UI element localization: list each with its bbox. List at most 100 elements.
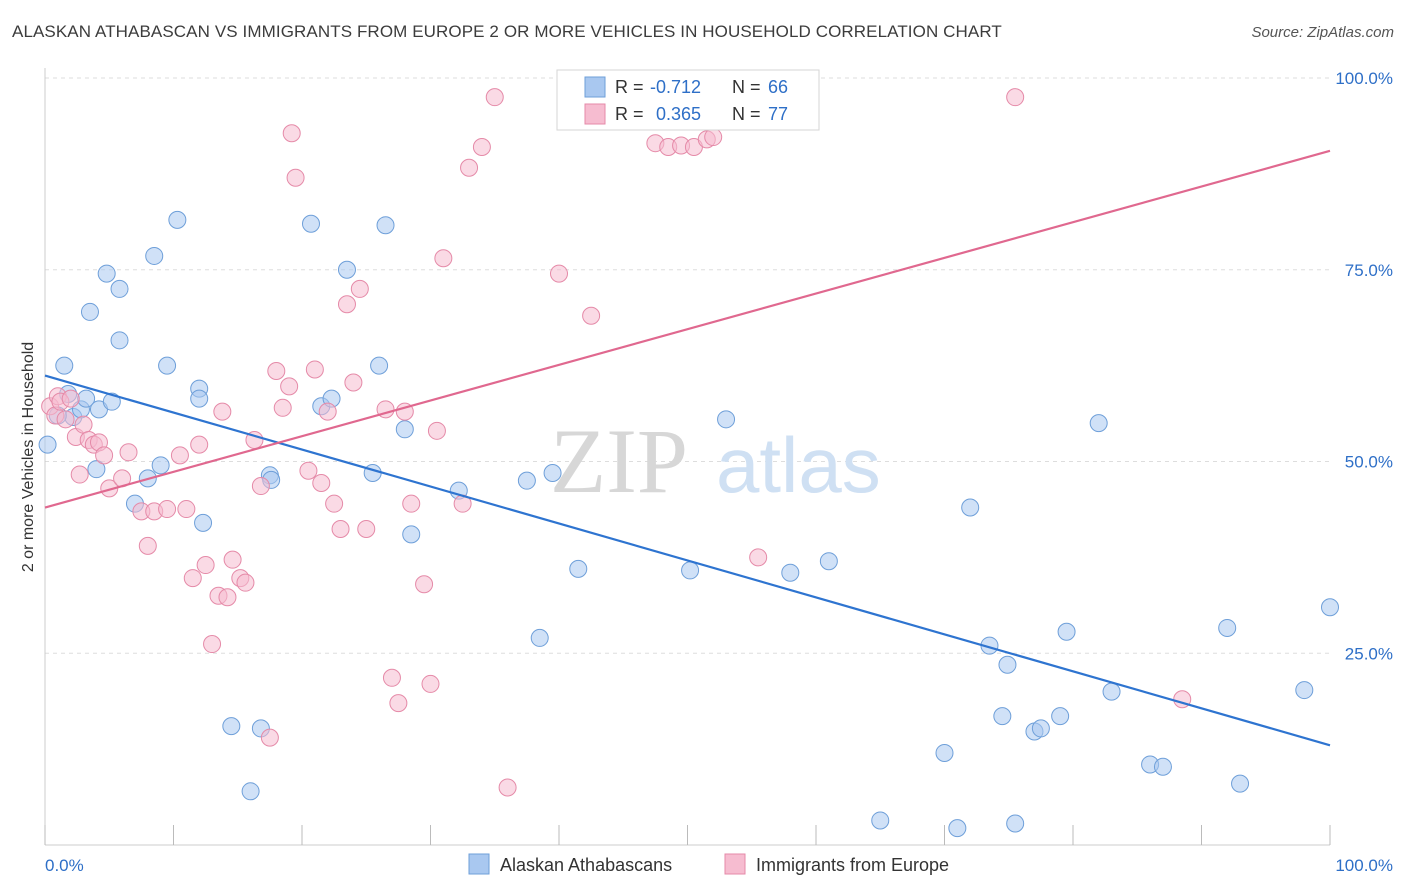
chart-title: ALASKAN ATHABASCAN VS IMMIGRANTS FROM EU… <box>12 22 1002 41</box>
point-immigrants-from-europe <box>119 443 138 462</box>
point-immigrants-from-europe <box>331 519 350 538</box>
point-alaskan-athabascans <box>993 707 1012 726</box>
y-tick-label: 75.0% <box>1345 261 1393 280</box>
point-alaskan-athabascans <box>530 628 549 647</box>
point-immigrants-from-europe <box>337 295 356 314</box>
point-alaskan-athabascans <box>961 498 980 517</box>
point-alaskan-athabascans <box>781 563 800 582</box>
point-immigrants-from-europe <box>299 461 318 480</box>
point-immigrants-from-europe <box>213 402 232 421</box>
point-alaskan-athabascans <box>871 811 890 830</box>
point-immigrants-from-europe <box>74 415 93 434</box>
point-immigrants-from-europe <box>138 536 157 555</box>
point-immigrants-from-europe <box>344 373 363 392</box>
point-immigrants-from-europe <box>203 635 222 654</box>
point-alaskan-athabascans <box>1321 598 1339 617</box>
point-immigrants-from-europe <box>382 668 401 687</box>
point-alaskan-athabascans <box>158 356 177 375</box>
point-alaskan-athabascans <box>222 717 241 736</box>
point-alaskan-athabascans <box>1057 622 1076 641</box>
point-immigrants-from-europe <box>282 124 301 143</box>
point-alaskan-athabascans <box>1218 618 1237 637</box>
point-alaskan-athabascans <box>1295 681 1314 700</box>
point-immigrants-from-europe <box>415 575 434 594</box>
point-immigrants-from-europe <box>460 158 479 177</box>
stats-n-value-blue: 66 <box>768 77 788 97</box>
point-immigrants-from-europe <box>61 389 80 408</box>
point-alaskan-athabascans <box>370 356 389 375</box>
point-immigrants-from-europe <box>70 465 89 484</box>
stats-r-label-blue: R = <box>615 77 644 97</box>
point-alaskan-athabascans <box>55 356 74 375</box>
point-alaskan-athabascans <box>1231 774 1250 793</box>
point-immigrants-from-europe <box>305 360 324 379</box>
point-alaskan-athabascans <box>80 302 99 321</box>
y-tick-labels: 25.0% 50.0% 75.0% 100.0% <box>1335 69 1393 663</box>
point-immigrants-from-europe <box>280 377 299 396</box>
stats-legend-blue-swatch <box>584 76 606 98</box>
point-immigrants-from-europe <box>56 410 75 429</box>
point-immigrants-from-europe <box>251 477 270 496</box>
point-alaskan-athabascans <box>935 743 954 762</box>
point-immigrants-from-europe <box>402 494 421 513</box>
legend-blue-swatch <box>468 853 490 875</box>
legend-label-immigrants-from-europe: Immigrants from Europe <box>756 855 949 875</box>
point-immigrants-from-europe <box>389 694 408 713</box>
point-alaskan-athabascans <box>569 559 588 578</box>
point-immigrants-from-europe <box>312 473 331 492</box>
point-immigrants-from-europe <box>273 398 292 417</box>
point-immigrants-from-europe <box>1006 88 1025 107</box>
point-immigrants-from-europe <box>190 435 209 454</box>
point-alaskan-athabascans <box>168 210 187 229</box>
stats-n-label-blue: N = <box>732 77 761 97</box>
point-alaskan-athabascans <box>517 471 536 490</box>
point-alaskan-athabascans <box>376 216 395 235</box>
point-immigrants-from-europe <box>498 778 517 797</box>
bottom-legend: Alaskan Athabascans Immigrants from Euro… <box>468 853 949 875</box>
point-immigrants-from-europe <box>95 446 114 465</box>
series-alaskan-athabascans <box>38 210 1339 838</box>
point-immigrants-from-europe <box>427 421 446 440</box>
point-alaskan-athabascans <box>998 655 1017 674</box>
point-immigrants-from-europe <box>158 500 177 519</box>
point-alaskan-athabascans <box>1102 682 1121 701</box>
x-tick-marks <box>44 825 1331 845</box>
x-tick-label-min: 0.0% <box>45 856 84 875</box>
point-immigrants-from-europe <box>236 573 255 592</box>
point-immigrants-from-europe <box>183 569 202 588</box>
point-immigrants-from-europe <box>749 548 768 567</box>
point-immigrants-from-europe <box>286 168 305 187</box>
point-alaskan-athabascans <box>395 420 414 439</box>
trend-line-immigrants-from-europe <box>44 149 1331 509</box>
point-alaskan-athabascans <box>1153 757 1172 776</box>
point-immigrants-from-europe <box>218 588 237 607</box>
watermark-atlas: atlas <box>716 421 881 509</box>
watermark: ZIP atlas <box>550 410 881 512</box>
stats-legend: R = -0.712 N = 66 R = 0.365 N = 77 <box>556 69 820 131</box>
point-alaskan-athabascans <box>38 435 57 454</box>
point-alaskan-athabascans <box>819 552 838 571</box>
point-alaskan-athabascans <box>1031 719 1050 738</box>
x-tick-label-max: 100.0% <box>1335 856 1393 875</box>
point-alaskan-athabascans <box>241 782 260 801</box>
point-alaskan-athabascans <box>110 331 129 350</box>
point-alaskan-athabascans <box>194 513 213 532</box>
trend-line-alaskan-athabascans <box>44 374 1331 747</box>
legend-label-alaskan-athabascans: Alaskan Athabascans <box>500 855 672 875</box>
point-immigrants-from-europe <box>472 138 491 157</box>
point-immigrants-from-europe <box>550 264 568 283</box>
y-tick-label: 50.0% <box>1345 453 1393 472</box>
point-immigrants-from-europe <box>196 556 215 575</box>
stats-r-value-blue: -0.712 <box>650 77 701 97</box>
trend-lines <box>44 149 1331 747</box>
stats-n-value-pink: 77 <box>768 104 788 124</box>
y-axis-label: 2 or more Vehicles in Household <box>20 342 37 572</box>
point-immigrants-from-europe <box>434 249 453 268</box>
point-alaskan-athabascans <box>717 410 736 429</box>
point-alaskan-athabascans <box>681 561 700 580</box>
point-immigrants-from-europe <box>421 674 440 693</box>
point-alaskan-athabascans <box>1051 707 1070 726</box>
point-immigrants-from-europe <box>177 500 196 519</box>
point-alaskan-athabascans <box>402 525 421 544</box>
point-alaskan-athabascans <box>337 260 356 279</box>
